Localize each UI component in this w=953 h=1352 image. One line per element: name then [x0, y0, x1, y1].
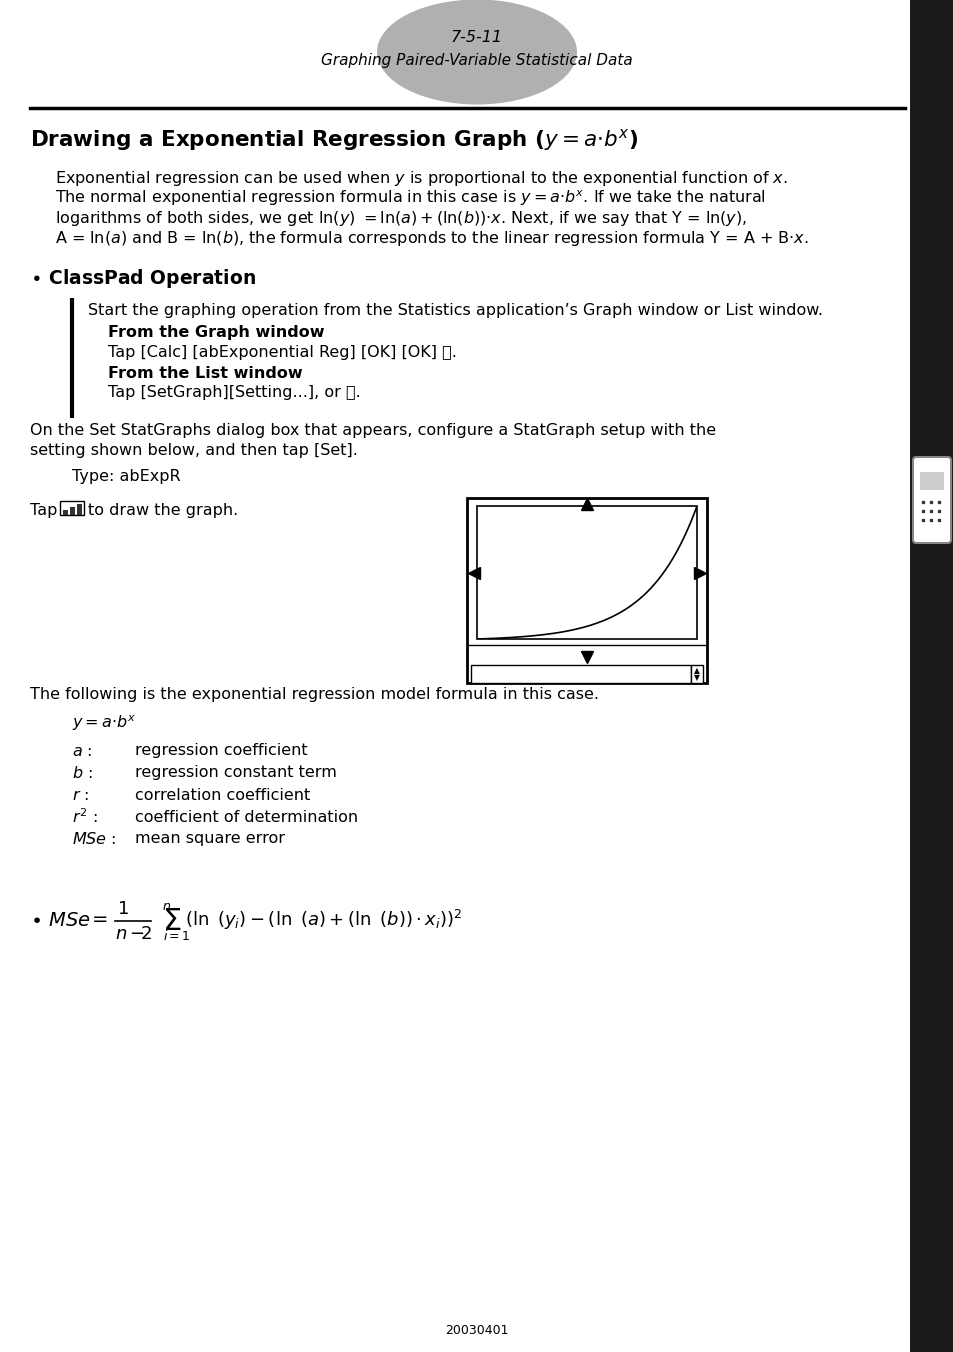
Text: Type: abExpR: Type: abExpR — [71, 469, 180, 484]
Text: logarithms of both sides, we get $\mathrm{ln}(y)\ =\mathrm{ln}(a)+(\mathrm{ln}(b: logarithms of both sides, we get $\mathr… — [55, 208, 746, 227]
Text: regression constant term: regression constant term — [135, 765, 336, 780]
Text: $MSe$ :: $MSe$ : — [71, 831, 116, 846]
Bar — [467, 498, 706, 683]
Text: correlation coefficient: correlation coefficient — [135, 787, 310, 803]
Text: Tap: Tap — [30, 503, 57, 518]
Text: 20030401: 20030401 — [445, 1324, 508, 1337]
Text: From the List window: From the List window — [108, 366, 302, 381]
Text: From the Graph window: From the Graph window — [108, 326, 324, 341]
Text: $b$ :: $b$ : — [71, 765, 92, 781]
Text: Graphing Paired-Variable Statistical Data: Graphing Paired-Variable Statistical Dat… — [321, 53, 632, 68]
Text: $n$: $n$ — [162, 899, 172, 913]
Text: Tap [SetGraph][Setting...], or ⓣ.: Tap [SetGraph][Setting...], or ⓣ. — [108, 385, 360, 400]
Text: $n$: $n$ — [115, 925, 127, 942]
Bar — [476, 506, 697, 639]
Text: −: − — [129, 925, 144, 942]
Text: The following is the exponential regression model formula in this case.: The following is the exponential regress… — [30, 688, 598, 703]
Text: to draw the graph.: to draw the graph. — [88, 503, 238, 518]
Text: setting shown below, and then tap [Set].: setting shown below, and then tap [Set]. — [30, 442, 357, 457]
Text: $a$ :: $a$ : — [71, 744, 92, 758]
Text: Tap [Calc] [abExponential Reg] [OK] [OK] ⓤ.: Tap [Calc] [abExponential Reg] [OK] [OK]… — [108, 345, 456, 360]
Ellipse shape — [376, 0, 577, 104]
Text: ▲: ▲ — [694, 667, 700, 676]
Text: $i$$=$1: $i$$=$1 — [163, 929, 191, 942]
Text: 1: 1 — [118, 900, 130, 918]
Text: Σ: Σ — [163, 906, 182, 936]
Bar — [70, 507, 75, 515]
Text: Drawing a Exponential Regression Graph ($y = a{\cdot}b^x$): Drawing a Exponential Regression Graph (… — [30, 127, 638, 153]
Text: $(\ln\ (y_i) - (\ln\ (a) + (\ln\ (b)) \cdot x_i))^2$: $(\ln\ (y_i) - (\ln\ (a) + (\ln\ (b)) \c… — [185, 909, 462, 932]
Text: Start the graphing operation from the Statistics application’s Graph window or L: Start the graphing operation from the St… — [88, 303, 822, 318]
Text: The normal exponential regression formula in this case is $y = a{\cdot}b^x$. If : The normal exponential regression formul… — [55, 188, 765, 208]
Text: mean square error: mean square error — [135, 831, 285, 846]
Bar — [60, 502, 84, 515]
Text: 2: 2 — [141, 925, 152, 942]
Text: =: = — [91, 910, 109, 930]
Bar — [690, 665, 702, 683]
Bar — [471, 665, 690, 683]
Text: $y = a{\cdot}b^x$: $y = a{\cdot}b^x$ — [71, 714, 136, 733]
Text: regression coefficient: regression coefficient — [135, 744, 307, 758]
Bar — [63, 510, 68, 515]
Text: A = $\mathrm{ln}(a)$ and B = $\mathrm{ln}(b)$, the formula corresponds to the li: A = $\mathrm{ln}(a)$ and B = $\mathrm{ln… — [55, 228, 807, 247]
Text: $r$ :: $r$ : — [71, 787, 89, 803]
Text: $r^2$ :: $r^2$ : — [71, 807, 97, 826]
Bar — [476, 506, 697, 639]
Text: Exponential regression can be used when $y$ is proportional to the exponential f: Exponential regression can be used when … — [55, 169, 787, 188]
Text: coefficient of determination: coefficient of determination — [135, 810, 357, 825]
Text: 7-5-11: 7-5-11 — [451, 31, 502, 46]
Bar — [919, 472, 943, 489]
Bar — [77, 504, 82, 515]
Bar — [909, 0, 953, 1352]
Text: On the Set StatGraphs dialog box that appears, configure a StatGraph setup with : On the Set StatGraphs dialog box that ap… — [30, 422, 716, 438]
Text: ▼: ▼ — [694, 673, 700, 683]
Text: $\bullet$ $MSe$: $\bullet$ $MSe$ — [30, 910, 91, 930]
Text: $\bullet$ ClassPad Operation: $\bullet$ ClassPad Operation — [30, 266, 255, 289]
FancyBboxPatch shape — [912, 457, 950, 544]
